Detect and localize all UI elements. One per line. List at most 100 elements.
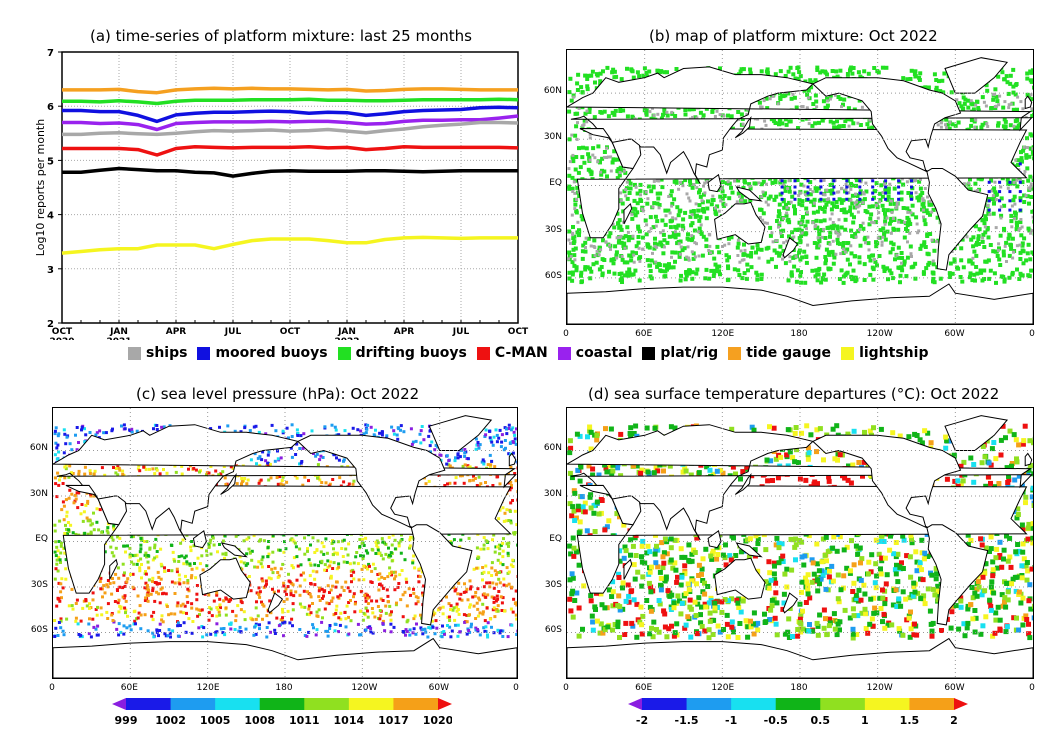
colorbar-segment	[348, 698, 394, 710]
land-outline	[508, 452, 517, 467]
colorbar-segment	[170, 698, 216, 710]
legend-swatch	[337, 346, 351, 360]
lon-tick-label: 120E	[711, 329, 735, 339]
legend-item: plat/rig	[642, 345, 718, 361]
land-outline	[267, 592, 284, 614]
lon-tick-label: 180	[790, 329, 808, 339]
legend-item: C-MAN	[476, 345, 548, 361]
land-outline	[707, 173, 722, 193]
lon-tick-label: 60W	[944, 329, 965, 339]
colorbar-tick-label: -1	[725, 714, 737, 727]
series-line-lightship	[61, 235, 518, 255]
land-outline	[707, 530, 722, 549]
land-outline	[926, 524, 989, 626]
lat-tick-label: EQ	[549, 534, 562, 545]
legend-swatch	[476, 346, 490, 360]
land-outline	[567, 283, 1033, 324]
legend-label: lightship	[859, 345, 929, 361]
colorbar-tick-label: 999	[115, 714, 138, 727]
lon-tick-label: 180	[790, 683, 808, 693]
y-tick-label: 5	[47, 156, 54, 167]
x-tick-label: JUL	[224, 327, 242, 337]
land-outline	[428, 415, 493, 451]
x-tick-label: OCT	[280, 327, 301, 337]
y-tick-label: 6	[47, 102, 54, 113]
legend-swatch	[728, 346, 742, 360]
lon-tick-label: 0	[1029, 683, 1035, 693]
lat-tick-label: 30S	[544, 224, 562, 235]
land-outline	[297, 434, 446, 530]
legend-swatch	[557, 346, 571, 360]
x-tick-label: OCT	[52, 327, 73, 337]
lon-tick-label: 120E	[196, 683, 220, 693]
colorbar-segment	[909, 698, 955, 710]
series-line-moored-buoys	[62, 105, 519, 124]
series-line-c-man	[62, 145, 519, 157]
legend-label: C-MAN	[494, 345, 548, 361]
colorbar-tick-label: 1005	[200, 714, 231, 727]
lon-tick-label: 60W	[428, 683, 450, 693]
colorbar-tick-label: 1008	[244, 714, 275, 727]
lon-tick-label: 60E	[635, 683, 653, 693]
y-tick-label: 2	[47, 319, 54, 330]
colorbar-segment	[126, 698, 172, 710]
legend-swatch	[642, 346, 656, 360]
x-tick-label: APR	[394, 327, 415, 337]
slp-map	[52, 407, 518, 679]
land-outline	[735, 186, 763, 202]
lon-tick-label: 60W	[944, 683, 965, 693]
land-outline	[97, 495, 128, 526]
legend-item: coastal	[557, 345, 633, 361]
colorbar-tick-label: 1017	[378, 714, 409, 727]
lat-tick-label: 30N	[543, 488, 562, 499]
legend-label: drifting buoys	[355, 345, 467, 361]
legend-label: plat/rig	[660, 345, 719, 361]
land-outline	[220, 473, 237, 495]
lat-tick-label: EQ	[549, 178, 562, 189]
y-tick-label: 3	[47, 265, 54, 276]
land-outline	[782, 592, 799, 614]
land-outline	[623, 558, 633, 580]
legend-item: lightship	[841, 345, 928, 361]
series-line-plat-rig	[62, 166, 518, 178]
legend-label: coastal	[575, 345, 633, 361]
land-outline	[623, 202, 633, 225]
colorbar-segment	[686, 698, 732, 710]
map-canvas	[53, 408, 517, 678]
legend-item: ships	[128, 345, 187, 361]
platform-map	[566, 49, 1034, 325]
x-tick-label: JAN	[337, 327, 356, 337]
land-outline	[782, 236, 799, 259]
colorbar-tick-label: 2	[950, 714, 958, 727]
time-series-chart: 234567OCT2020JAN2021APRJULOCTJAN2022APRJ…	[34, 48, 529, 340]
lat-tick-label: 30N	[29, 488, 48, 499]
colorbar-tick-label: 1011	[289, 714, 320, 727]
legend-swatch	[841, 346, 855, 360]
x-tick-year: 2021	[106, 337, 131, 340]
y-tick-label: 7	[47, 48, 54, 59]
lat-tick-label: 60N	[543, 86, 562, 97]
land-outline	[734, 473, 752, 495]
map-canvas	[567, 50, 1033, 324]
colorbar-tick-label: -0.5	[764, 714, 788, 727]
lon-tick-label: 120W	[351, 683, 378, 693]
x-tick-label: OCT	[508, 327, 529, 337]
colorbar-tick-label: -1.5	[675, 714, 699, 727]
legend-item: tide gauge	[728, 345, 831, 361]
land-outline	[109, 558, 118, 580]
land-outline	[944, 415, 1009, 451]
lat-tick-label: 60N	[29, 443, 48, 454]
series-line-coastal	[62, 114, 519, 132]
colorbar-tick-label: 1002	[155, 714, 186, 727]
land-outline	[735, 542, 763, 558]
legend-swatch	[197, 346, 211, 360]
colorbar-tick-label: 1.5	[900, 714, 920, 727]
lon-tick-label: 60E	[120, 683, 138, 693]
colorbar-low-arrow	[112, 698, 126, 710]
land-outline	[410, 524, 473, 626]
lon-tick-label: 0	[563, 329, 569, 339]
lat-tick-label: 60N	[543, 443, 562, 454]
y-tick-label: 4	[47, 211, 54, 222]
sst-colorbar: -2 -1.5 -1 -0.5 0.5 1 1.5 2	[628, 698, 968, 727]
legend-swatch	[128, 346, 141, 360]
